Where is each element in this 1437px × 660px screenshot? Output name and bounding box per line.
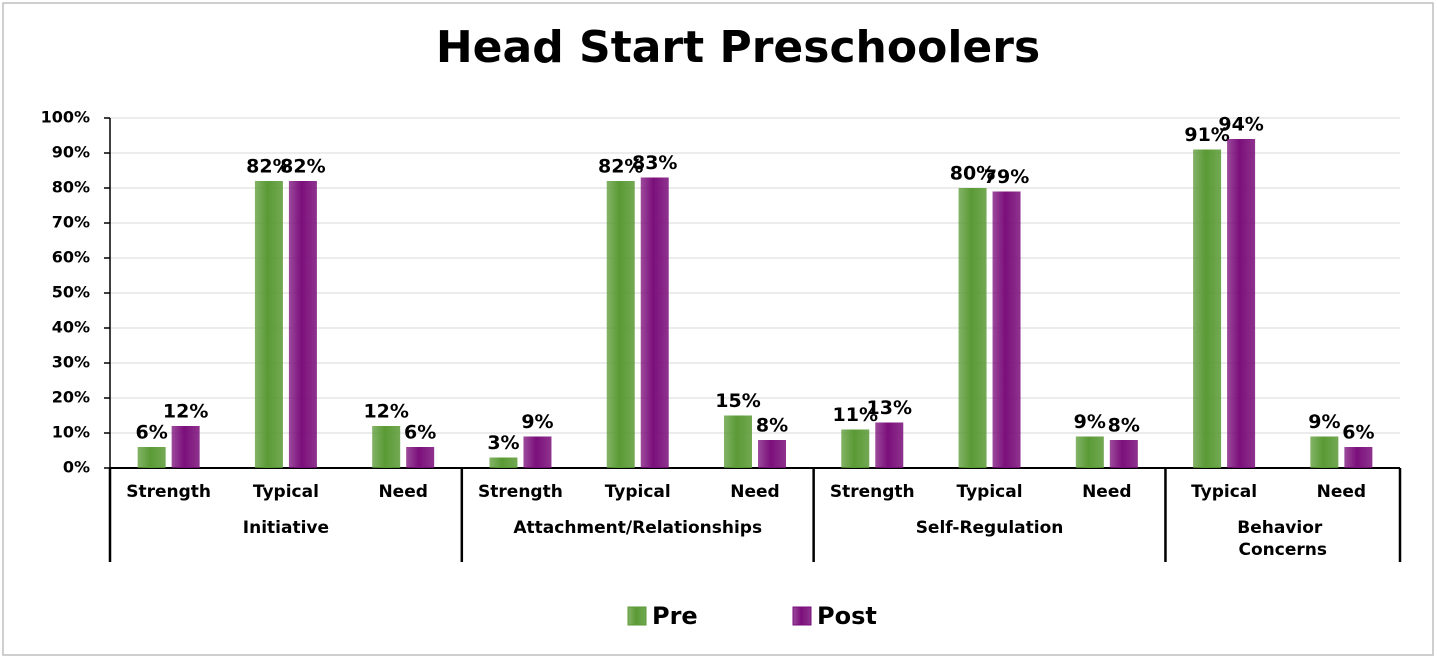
group-label: Initiative	[243, 518, 329, 538]
value-label: 9%	[1074, 411, 1106, 433]
value-label: 79%	[984, 166, 1029, 188]
bar	[1109, 440, 1138, 468]
value-label: 15%	[715, 390, 760, 412]
bar	[372, 426, 401, 468]
value-label: 9%	[1308, 411, 1340, 433]
x-tick-label: Strength	[126, 482, 211, 502]
bar	[288, 181, 317, 468]
bar	[724, 415, 752, 468]
bar	[1344, 447, 1373, 468]
legend-swatch	[792, 606, 812, 626]
value-label: 11%	[833, 404, 878, 426]
value-label: 3%	[487, 432, 519, 454]
y-tick-label: 50%	[52, 283, 90, 302]
value-label: 82%	[246, 156, 291, 178]
value-label: 9%	[521, 411, 553, 433]
y-tick-label: 60%	[52, 248, 90, 267]
legend-label: Post	[817, 602, 877, 630]
chart-title: Head Start Preschoolers	[436, 22, 1040, 73]
x-tick-label: Strength	[478, 482, 563, 502]
x-tick-label: Strength	[830, 482, 915, 502]
y-tick-label: 80%	[52, 178, 90, 197]
bar	[606, 181, 635, 468]
value-label: 6%	[136, 422, 168, 444]
value-label: 8%	[756, 415, 788, 437]
x-tick-label: Need	[378, 482, 427, 502]
bar	[254, 181, 283, 468]
x-tick-label: Need	[1082, 482, 1131, 502]
y-tick-label: 40%	[52, 318, 90, 337]
bar	[1075, 436, 1104, 468]
bar	[523, 436, 552, 468]
y-tick-label: 20%	[52, 388, 90, 407]
y-tick-label: 90%	[52, 143, 90, 162]
bar	[489, 457, 518, 468]
y-tick-label: 10%	[52, 423, 90, 442]
group-label: Attachment/Relationships	[513, 518, 762, 538]
bar	[137, 447, 166, 468]
value-label: 12%	[163, 401, 208, 423]
bar	[875, 422, 904, 468]
value-label: 82%	[280, 156, 325, 178]
bar	[171, 426, 200, 468]
y-tick-label: 0%	[63, 458, 90, 477]
x-tick-label: Typical	[957, 482, 1023, 502]
legend-label: Pre	[652, 602, 698, 630]
bar	[958, 188, 987, 468]
value-label: 8%	[1108, 415, 1140, 437]
bar	[406, 447, 435, 468]
x-tick-label: Need	[730, 482, 779, 502]
y-tick-label: 70%	[52, 213, 90, 232]
x-tick-label: Typical	[253, 482, 319, 502]
value-label: 80%	[950, 163, 995, 185]
y-tick-label: 30%	[52, 353, 90, 372]
group-label: Behavior Concerns	[1237, 518, 1328, 560]
value-label: 13%	[867, 397, 912, 419]
bar	[1193, 149, 1222, 468]
value-label: 94%	[1218, 114, 1263, 136]
group-label: Self-Regulation	[916, 518, 1064, 538]
value-label: 12%	[363, 401, 408, 423]
x-tick-label: Typical	[1191, 482, 1257, 502]
bar	[841, 429, 870, 468]
x-tick-label: Typical	[605, 482, 671, 502]
value-label: 6%	[1342, 422, 1374, 444]
bar	[1227, 139, 1256, 468]
value-label: 6%	[404, 422, 436, 444]
bar	[758, 440, 786, 468]
bar	[1310, 436, 1339, 468]
value-label: 82%	[598, 156, 643, 178]
bar	[640, 177, 669, 468]
value-label: 83%	[632, 152, 677, 174]
value-label: 91%	[1184, 124, 1229, 146]
x-tick-label: Need	[1317, 482, 1366, 502]
y-tick-label: 100%	[41, 108, 90, 127]
legend-swatch	[627, 606, 647, 626]
bar	[992, 191, 1021, 468]
